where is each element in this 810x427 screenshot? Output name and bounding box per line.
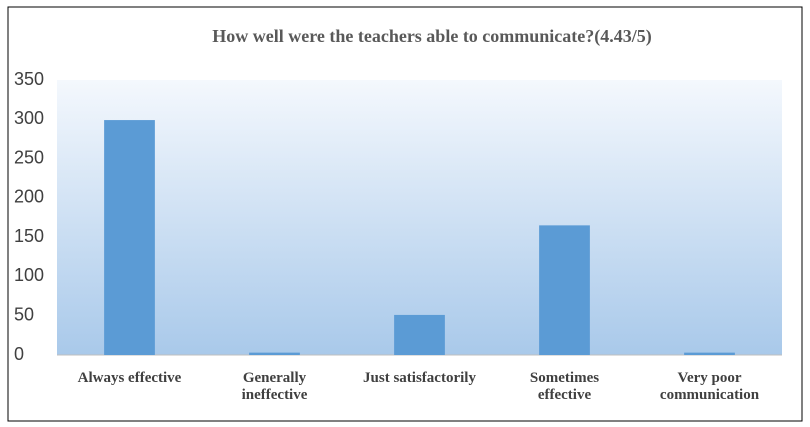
y-tick-label: 350 (14, 69, 44, 89)
bar (249, 352, 300, 355)
x-tick-label: Always effective (77, 370, 182, 386)
y-tick-label: 0 (14, 344, 24, 364)
y-tick-label: 50 (14, 304, 34, 324)
plot-area (57, 80, 782, 355)
x-tick-label: Generally ineffective (241, 370, 308, 403)
bar (684, 352, 735, 355)
y-tick-label: 250 (14, 147, 44, 167)
x-tick-label: Very poor communication (659, 370, 760, 403)
x-tick-label: Sometimes effective (529, 370, 600, 403)
bar (394, 314, 445, 355)
bar (539, 225, 590, 355)
y-tick-label: 150 (14, 226, 44, 246)
bar (104, 120, 155, 355)
y-tick-label: 300 (14, 108, 44, 128)
chart-title: How well were the teachers able to commu… (212, 26, 652, 47)
y-tick-label: 200 (14, 187, 44, 207)
x-tick-label: Just satisfactorily (363, 370, 476, 386)
y-tick-label: 100 (14, 265, 44, 285)
